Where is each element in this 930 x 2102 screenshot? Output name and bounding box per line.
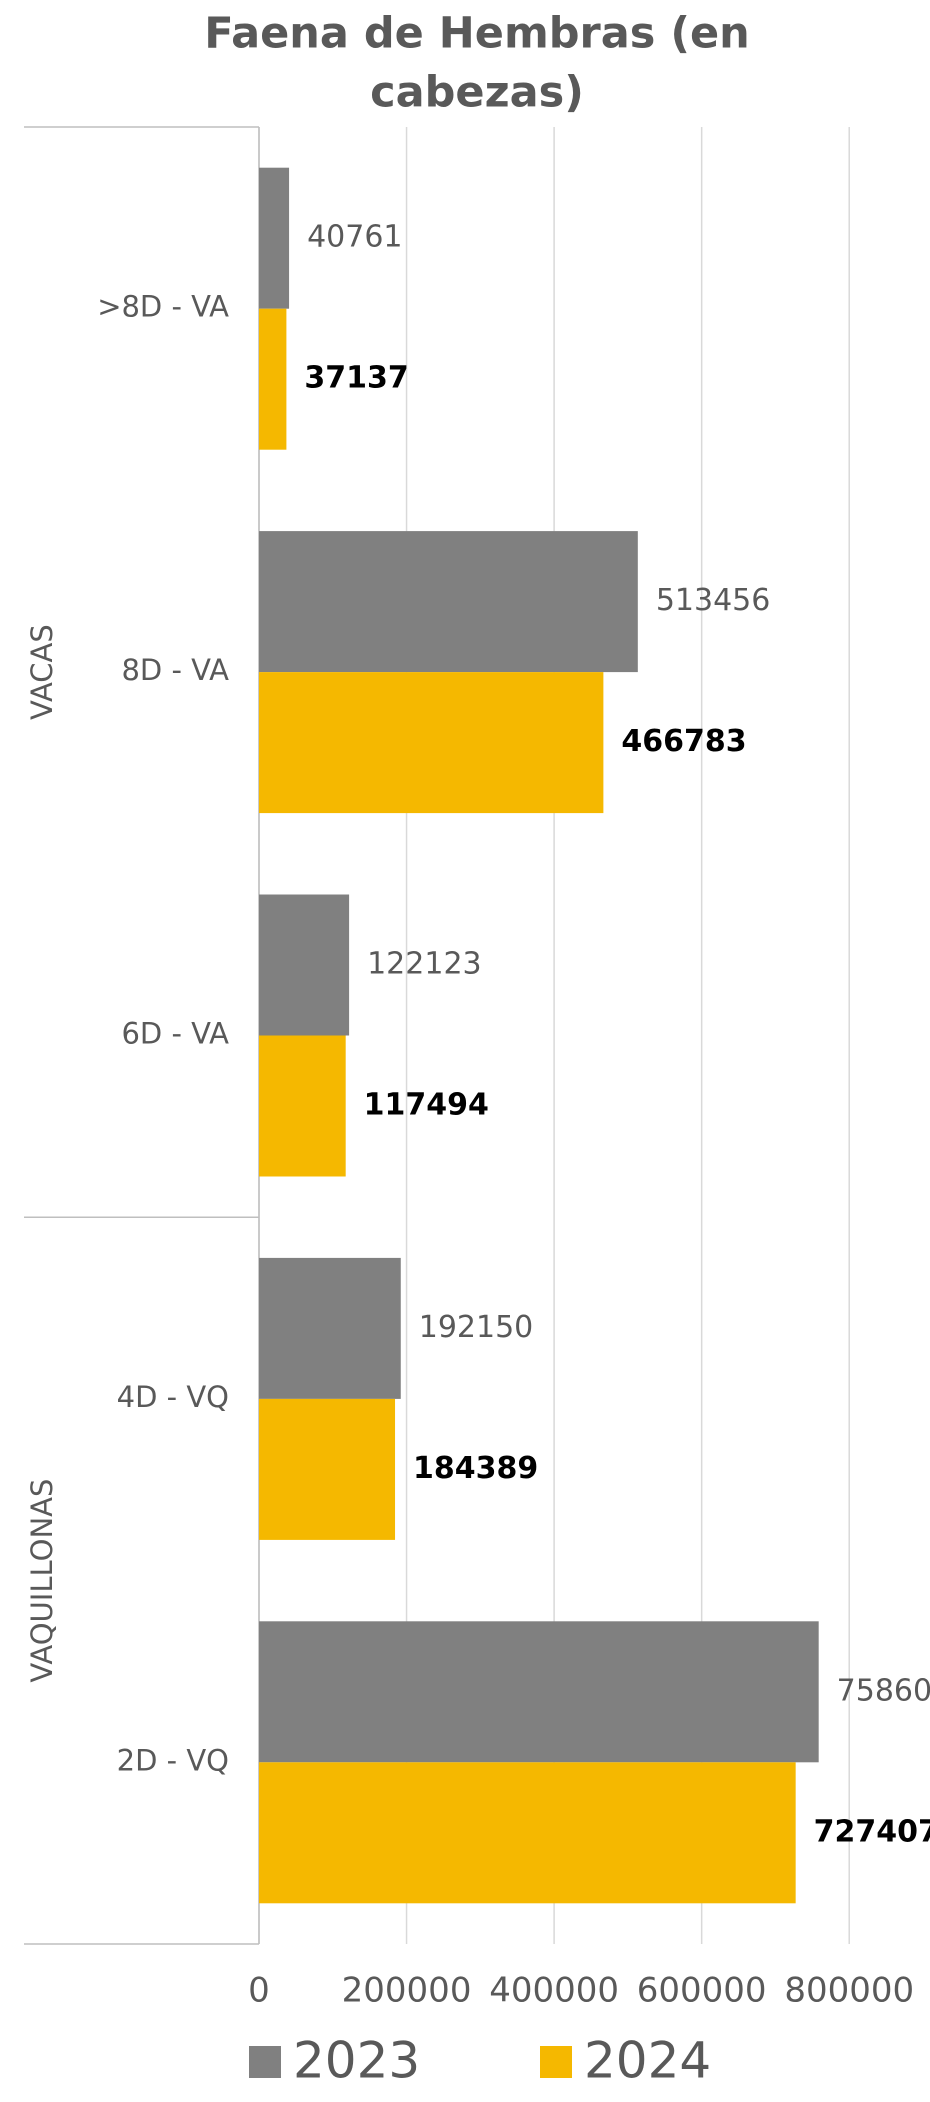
data-label: 192150 bbox=[419, 1310, 534, 1345]
bar bbox=[259, 1257, 401, 1399]
y-tick-label: 2D - VQ bbox=[117, 1743, 229, 1777]
x-tick-label: 400000 bbox=[489, 1971, 619, 2011]
chart-title: cabezas) bbox=[370, 68, 584, 118]
bar bbox=[259, 894, 350, 1036]
x-tick-label: 200000 bbox=[342, 1971, 472, 2011]
data-label: 727407 bbox=[814, 1814, 930, 1849]
chart-title: Faena de Hembras (en bbox=[204, 9, 750, 59]
bar bbox=[259, 1762, 796, 1904]
y-tick-label: 4D - VQ bbox=[117, 1380, 229, 1414]
bar bbox=[259, 1621, 819, 1763]
legend-swatch bbox=[540, 2046, 572, 2078]
legend-label: 2024 bbox=[584, 2032, 711, 2090]
bar bbox=[259, 1398, 396, 1540]
y-tick-label: >8D - VA bbox=[97, 290, 229, 324]
y-tick-label: 6D - VA bbox=[121, 1017, 229, 1051]
bar bbox=[259, 531, 638, 673]
x-tick-label: 800000 bbox=[784, 1971, 914, 2011]
x-tick-label: 0 bbox=[248, 1971, 270, 2011]
data-label: 758608 bbox=[837, 1673, 930, 1708]
group-label: VACAS bbox=[25, 624, 59, 720]
bar bbox=[259, 1035, 346, 1177]
data-label: 122123 bbox=[367, 947, 482, 982]
data-label: 513456 bbox=[656, 583, 771, 618]
y-tick-label: 8D - VA bbox=[121, 653, 229, 687]
x-tick-label: 600000 bbox=[637, 1971, 767, 2011]
bar bbox=[259, 167, 290, 309]
bar bbox=[259, 672, 604, 814]
group-label: VAQUILLONAS bbox=[25, 1479, 59, 1683]
data-label: 466783 bbox=[621, 724, 746, 759]
data-label: 37137 bbox=[304, 361, 408, 396]
legend-label: 2023 bbox=[293, 2032, 420, 2090]
data-label: 184389 bbox=[413, 1451, 538, 1486]
data-label: 40761 bbox=[307, 220, 402, 255]
bar bbox=[259, 308, 287, 450]
legend-swatch bbox=[249, 2046, 281, 2078]
data-label: 117494 bbox=[364, 1088, 489, 1123]
